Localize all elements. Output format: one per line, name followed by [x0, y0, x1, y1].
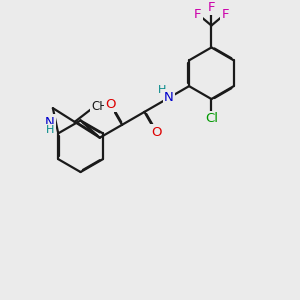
Text: CH₃: CH₃ [91, 100, 113, 113]
Text: N: N [164, 91, 174, 103]
Text: O: O [105, 98, 116, 111]
Text: F: F [194, 8, 202, 21]
Text: F: F [221, 8, 229, 21]
Text: Cl: Cl [205, 112, 218, 125]
Text: H: H [46, 125, 54, 135]
Text: N: N [45, 116, 55, 128]
Text: O: O [151, 125, 161, 139]
Text: H: H [158, 85, 166, 95]
Text: F: F [208, 1, 215, 14]
